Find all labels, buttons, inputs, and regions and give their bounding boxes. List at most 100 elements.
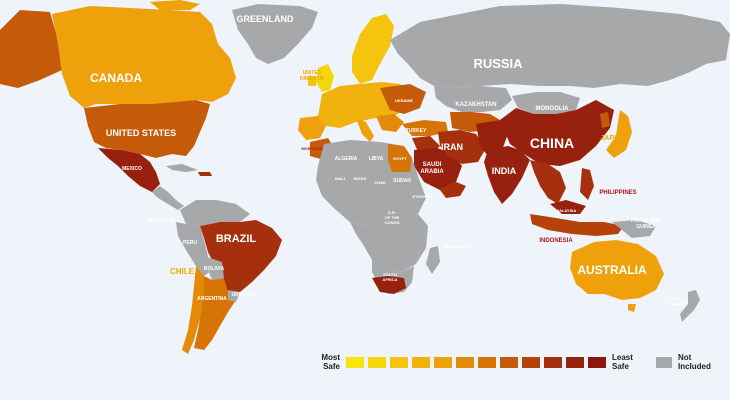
- legend-swatch: [434, 357, 452, 368]
- usa-shape: [84, 100, 210, 158]
- legend-most-safe-2: Safe: [323, 362, 340, 371]
- saudi-arabia-shape: [414, 148, 462, 190]
- label-saudi-2: ARABIA: [420, 169, 444, 175]
- india-shape: [484, 146, 530, 204]
- legend-swatch: [346, 357, 364, 368]
- label-saudi-1: SAUDI: [423, 162, 442, 168]
- kazakhstan-shape: [434, 86, 512, 112]
- alaska-shape: [0, 10, 62, 88]
- label-mali: MALI: [335, 176, 345, 181]
- label-mexico: MEXICO: [122, 166, 142, 172]
- label-madagascar: MADAGASCAR: [443, 244, 472, 249]
- label-niger: NIGER: [354, 176, 367, 181]
- ireland-shape: [308, 76, 316, 86]
- argentina-shape: [194, 276, 236, 350]
- balkans-shape: [376, 114, 404, 132]
- label-ethiopia: ETHIOPIA: [413, 194, 432, 199]
- iberia-shape: [298, 116, 326, 140]
- bolivia-shape: [204, 256, 224, 280]
- label-iran: IRAN: [441, 142, 463, 152]
- label-brazil: BRAZIL: [216, 233, 257, 245]
- label-new-zealand-1: NEW: [671, 296, 681, 301]
- label-peru: PERU: [183, 240, 197, 246]
- label-turkey: TURKEY: [406, 128, 427, 134]
- eastern-europe-shape: [380, 84, 426, 114]
- label-argentina: ARGENTINA: [197, 296, 227, 302]
- label-malaysia: MALAYSIA: [556, 208, 577, 213]
- uk-shape: [316, 64, 334, 92]
- legend-swatch: [566, 357, 584, 368]
- label-south-africa-2: AFRICA: [382, 277, 397, 282]
- southeast-asia-shape: [530, 160, 566, 204]
- australia-shape: [570, 240, 664, 300]
- label-united-states: UNITED STATES: [106, 128, 176, 138]
- turkey-shape: [402, 120, 448, 136]
- legend-least-safe-1: Least: [612, 353, 633, 362]
- legend-not-included-swatch: [656, 357, 672, 368]
- label-south-africa-1: SOUTH: [383, 272, 397, 277]
- mexico-shape: [98, 148, 160, 192]
- label-china: CHINA: [530, 135, 574, 151]
- label-congo-2: OF THE: [385, 215, 400, 220]
- korea-shape: [600, 112, 610, 128]
- legend-most-safe-1: Most: [321, 353, 340, 362]
- label-chile: CHILE: [170, 267, 195, 276]
- label-uk-2: KINGDOM: [300, 76, 324, 82]
- label-congo-1: D.R.: [388, 210, 396, 215]
- uruguay-shape: [228, 290, 240, 302]
- south-africa-shape: [372, 276, 406, 294]
- egypt-shape: [388, 144, 412, 172]
- greenland-shape: [232, 4, 318, 64]
- central-america-shape: [152, 186, 184, 210]
- dominican-shape: [198, 172, 212, 176]
- italy-shape: [356, 118, 374, 142]
- mongolia-shape: [512, 92, 580, 114]
- label-ukraine: UKRAINE: [395, 98, 414, 103]
- philippines-shape: [580, 168, 594, 200]
- label-algeria: ALGERIA: [335, 156, 358, 162]
- legend-swatch: [390, 357, 408, 368]
- legend-least-safe-2: Safe: [612, 362, 629, 371]
- yemen-oman-shape: [440, 182, 466, 198]
- indonesia-shape: [530, 214, 624, 236]
- legend-swatch: [500, 357, 518, 368]
- label-morocco: MOROCCO: [301, 146, 322, 151]
- label-philippines: PHILIPPINES: [599, 190, 636, 196]
- legend-swatch: [412, 357, 430, 368]
- legend-not-included-1: Not: [678, 353, 692, 362]
- label-mongolia: MONGOLIA: [536, 106, 570, 112]
- pakistan-afghan-shape: [476, 120, 508, 156]
- scandinavia-shape: [352, 14, 394, 84]
- tasmania-shape: [628, 304, 636, 312]
- russia-shape: [390, 4, 730, 88]
- canada-islands-shape: [150, 0, 200, 10]
- label-uruguay: URUGUAY: [232, 292, 257, 298]
- legend-swatch: [368, 357, 386, 368]
- label-ecuador: ECUADOR: [149, 218, 175, 224]
- iran-shape: [438, 130, 486, 164]
- label-papua-1: PAPUA NEW: [631, 218, 661, 224]
- cuba-shape: [166, 164, 198, 172]
- legend-not-included-2: Included: [678, 362, 711, 371]
- label-canada: CANADA: [90, 71, 142, 85]
- china-shape: [500, 100, 614, 166]
- label-indonesia: INDONESIA: [539, 238, 573, 244]
- ecuador-peru-shape: [176, 222, 212, 276]
- madagascar-shape: [426, 246, 440, 274]
- label-egypt: EGYPT: [393, 156, 407, 161]
- label-new-zealand-2: ZEALAND: [666, 301, 685, 306]
- label-russia: RUSSIA: [473, 56, 523, 71]
- label-chad: CHAD: [374, 180, 386, 185]
- colombia-venezuela-shape: [180, 200, 250, 226]
- label-bolivia: BOLIVIA: [204, 266, 225, 272]
- label-australia: AUSTRALIA: [577, 263, 647, 277]
- label-congo-3: CONGO: [384, 220, 399, 225]
- legend-swatch: [588, 357, 606, 368]
- legend-swatches: [346, 357, 606, 368]
- central-africa-shape: [350, 214, 428, 272]
- papua-shape: [612, 220, 656, 238]
- label-japan: JAPAN: [600, 135, 623, 142]
- legend-swatch: [544, 357, 562, 368]
- legend-swatch: [456, 357, 474, 368]
